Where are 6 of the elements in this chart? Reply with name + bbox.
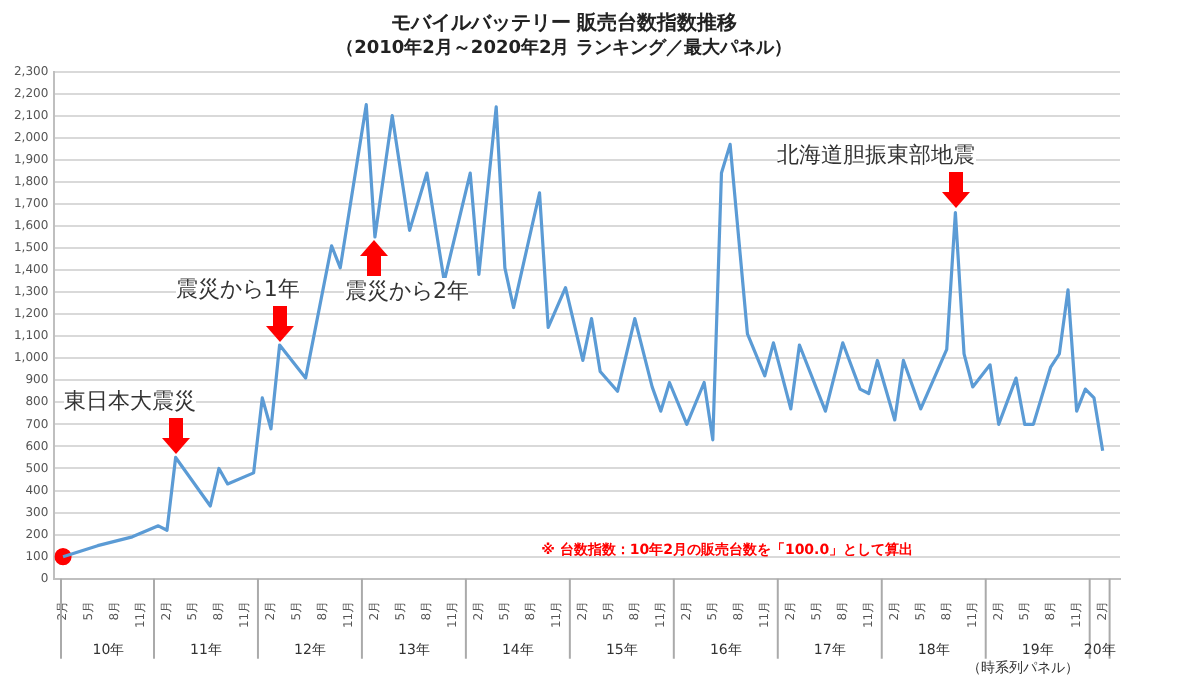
chart-title: モバイルバッテリー 販売台数指数推移 (390, 11, 738, 36)
annotation: 東日本大震災 (63, 387, 196, 414)
annotation: 震災から2年 (344, 278, 469, 305)
chart-subtitle: （2010年2月～2020年2月 ランキング／最大パネル） (336, 37, 792, 60)
annotation: 震災から1年 (175, 275, 300, 301)
annotation: 北海道胆振東部地震 (777, 142, 976, 169)
